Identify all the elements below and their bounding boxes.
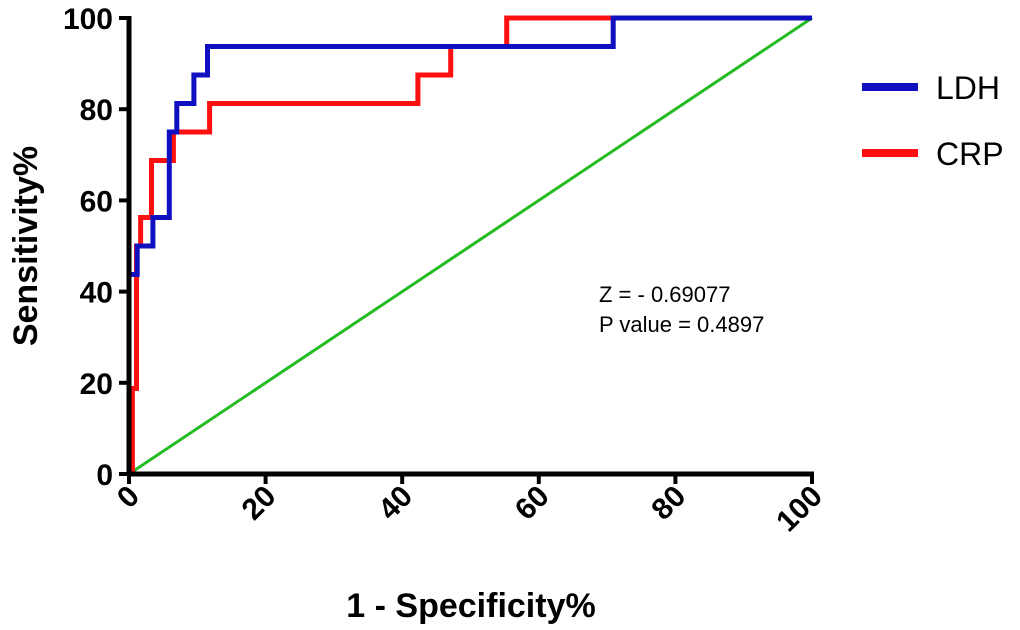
y-axis-title: Sensitivity%	[7, 146, 45, 346]
y-tick-label: 40	[80, 277, 113, 310]
x-tick-label: 0	[111, 480, 146, 515]
annotations: Z = - 0.69077 P value = 0.4897	[599, 282, 764, 337]
x-tick-label: 80	[645, 480, 692, 527]
y-tick-label: 80	[80, 94, 113, 127]
legend-label-crp: CRP	[936, 136, 1004, 172]
x-tick-label: 40	[372, 480, 419, 527]
plot-lines	[126, 15, 813, 477]
x-tick-label: 60	[509, 480, 556, 527]
stat-annotation: Z = - 0.69077	[599, 282, 730, 307]
x-axis-title: 1 - Specificity%	[346, 587, 595, 625]
y-tick-label: 0	[96, 459, 113, 492]
series-line-ldh	[126, 15, 812, 474]
x-tick-label: 20	[236, 480, 283, 527]
y-tick-label: 20	[80, 368, 113, 401]
legend: LDH CRP	[862, 70, 1004, 172]
legend-label-ldh: LDH	[936, 70, 1000, 106]
stat-annotation: P value = 0.4897	[599, 312, 764, 337]
y-tick-label: 100	[63, 3, 113, 36]
series-line-crp	[129, 15, 812, 477]
y-tick-label: 60	[80, 185, 113, 218]
x-tick-label: 100	[770, 480, 829, 539]
series-line-reference	[128, 16, 813, 476]
